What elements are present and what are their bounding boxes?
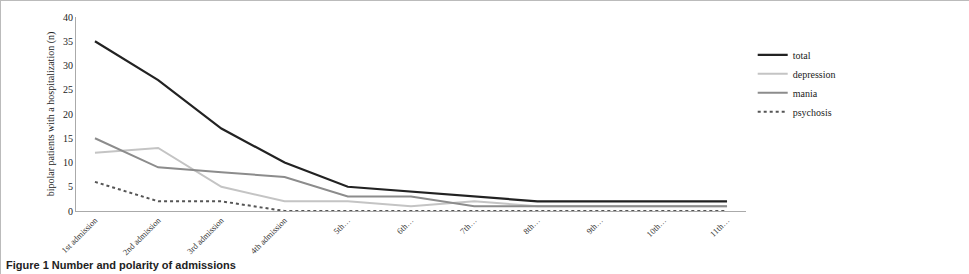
svg-text:7th…: 7th… [458,215,479,236]
svg-text:2nd admission: 2nd admission [121,215,163,257]
svg-text:30: 30 [63,60,73,71]
svg-text:bipolar patients with a hospit: bipolar patients with a hospitalization … [45,32,57,197]
svg-text:10th…: 10th… [644,215,668,239]
svg-text:4th admission: 4th admission [248,215,289,256]
svg-text:total: total [793,50,811,61]
svg-text:40: 40 [63,12,73,23]
svg-text:depression: depression [793,69,836,80]
svg-text:11th…: 11th… [708,215,732,239]
svg-text:Figure 1 Number and polarity o: Figure 1 Number and polarity of admissio… [6,259,236,271]
svg-text:25: 25 [63,84,73,95]
svg-text:6th…: 6th… [395,215,416,236]
svg-text:9th…: 9th… [584,215,605,236]
svg-text:psychosis: psychosis [793,107,832,118]
svg-text:15: 15 [63,133,73,144]
svg-text:3rd admission: 3rd admission [185,215,226,256]
svg-text:mania: mania [793,88,818,99]
svg-text:0: 0 [68,206,73,217]
svg-text:8th…: 8th… [521,215,542,236]
svg-text:20: 20 [63,109,73,120]
svg-text:5th…: 5th… [331,215,352,236]
svg-text:5: 5 [68,181,73,192]
svg-text:10: 10 [63,157,73,168]
svg-text:35: 35 [63,36,73,47]
svg-text:1st admission: 1st admission [59,215,99,255]
